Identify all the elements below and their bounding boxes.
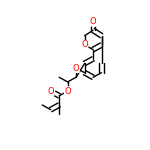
Text: O: O: [47, 87, 54, 96]
Text: O: O: [73, 64, 79, 73]
Text: O: O: [90, 17, 96, 26]
Text: O: O: [81, 40, 88, 50]
Text: O: O: [64, 87, 71, 96]
